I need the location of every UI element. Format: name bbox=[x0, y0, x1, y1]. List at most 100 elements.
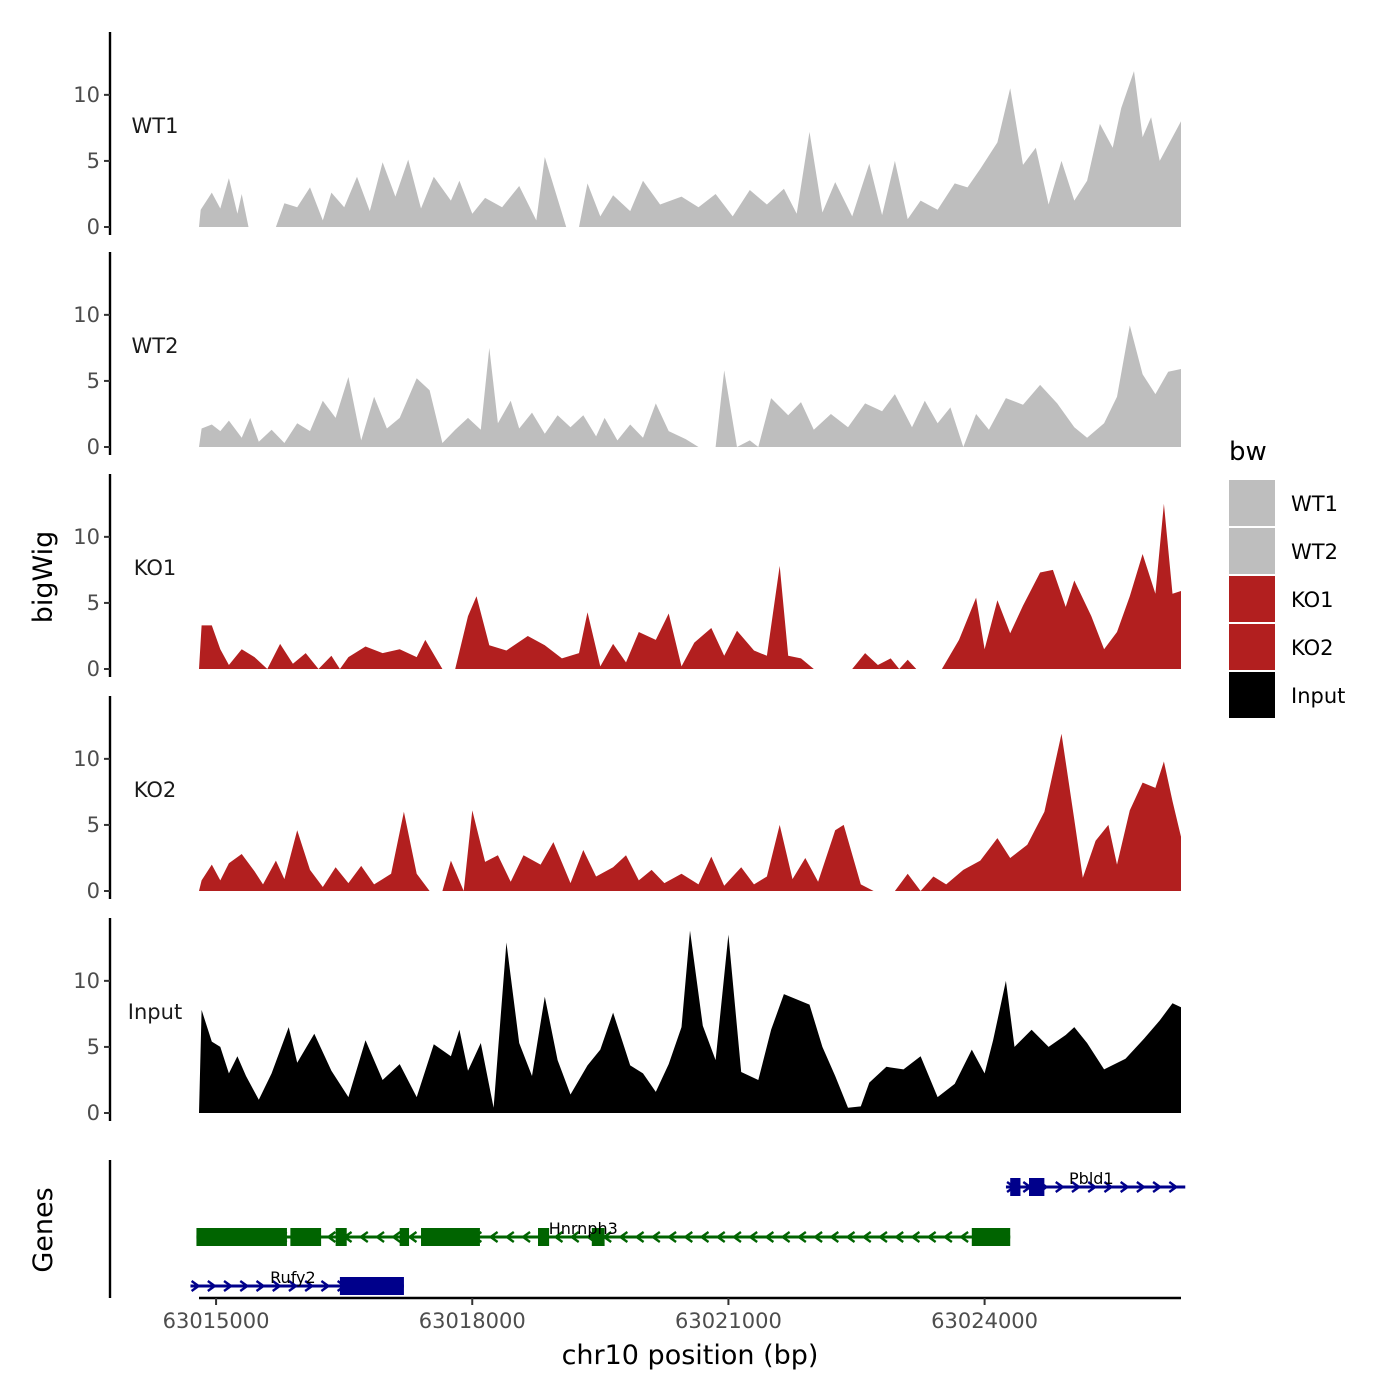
strand-arrow bbox=[1119, 1181, 1130, 1193]
legend-label: WT2 bbox=[1291, 540, 1338, 564]
gene-label: Pbld1 bbox=[1069, 1169, 1114, 1188]
legend-label: Input bbox=[1291, 684, 1345, 708]
legend-label: KO1 bbox=[1291, 588, 1334, 612]
exon bbox=[538, 1228, 550, 1246]
strand-arrow bbox=[569, 1231, 580, 1243]
track-label: KO1 bbox=[134, 556, 177, 580]
strand-arrow bbox=[634, 1231, 645, 1243]
strand-arrow bbox=[796, 1231, 807, 1243]
strand-arrow bbox=[304, 1280, 315, 1292]
y-tick-label: 10 bbox=[73, 969, 100, 993]
strand-arrow bbox=[1055, 1181, 1065, 1193]
strand-arrow bbox=[959, 1231, 969, 1243]
strand-arrow bbox=[1152, 1181, 1163, 1193]
strand-arrow bbox=[288, 1280, 298, 1292]
strand-arrow bbox=[320, 1280, 331, 1292]
y-tick-label: 0 bbox=[87, 435, 100, 459]
track-ko1: 0 5 10 KO1 bbox=[73, 474, 1181, 681]
track-label: WT1 bbox=[132, 114, 179, 138]
gene-label: Hnrnph3 bbox=[549, 1219, 618, 1238]
exon bbox=[421, 1228, 480, 1246]
track-input: 0 5 10 Input bbox=[73, 918, 1181, 1125]
exon bbox=[196, 1228, 287, 1246]
legend: bw WT1 WT2 KO1 KO2 Input bbox=[1229, 437, 1345, 718]
track-wt1: 0 5 10 WT1 bbox=[73, 32, 1181, 239]
strand-arrow bbox=[239, 1280, 250, 1292]
strand-arrow bbox=[358, 1231, 369, 1243]
exon bbox=[290, 1228, 322, 1246]
y-tick-label: 5 bbox=[87, 1035, 100, 1059]
legend-label: KO2 bbox=[1291, 636, 1334, 660]
gene-rufy2: Rufy2 bbox=[190, 1268, 404, 1295]
strand-arrow bbox=[926, 1231, 937, 1243]
exon bbox=[1029, 1178, 1045, 1196]
y-tick-label: 0 bbox=[87, 1101, 100, 1125]
legend-key-input bbox=[1229, 672, 1275, 718]
gene-hnrnph3: Hnrnph3 bbox=[196, 1219, 1011, 1246]
strand-arrow bbox=[618, 1231, 629, 1243]
tracks-layer: 0 5 10 WT1 0 5 10 WT2 0 5 10 KO1 0 5 10 KO2 0 5 10 Input bbox=[73, 32, 1181, 1125]
strand-arrow bbox=[1087, 1181, 1098, 1193]
strand-arrow bbox=[894, 1231, 904, 1243]
exon bbox=[971, 1228, 1011, 1246]
strand-arrow bbox=[407, 1231, 418, 1243]
x-axis: 63015000 63018000 63021000 63024000 bbox=[163, 1296, 1181, 1333]
legend-label: WT1 bbox=[1291, 492, 1338, 516]
legend-key-ko1 bbox=[1229, 576, 1275, 622]
x-axis-title: chr10 position (bp) bbox=[562, 1340, 819, 1371]
strand-arrow bbox=[699, 1231, 710, 1243]
exon bbox=[1010, 1178, 1021, 1196]
strand-arrow bbox=[553, 1231, 564, 1243]
strand-arrow bbox=[272, 1280, 282, 1292]
strand-arrow bbox=[780, 1231, 791, 1243]
strand-arrow bbox=[910, 1231, 921, 1243]
track-label: Input bbox=[128, 1000, 182, 1024]
track-label: WT2 bbox=[132, 334, 179, 358]
strand-arrow bbox=[877, 1231, 888, 1243]
strand-arrow bbox=[190, 1280, 201, 1292]
legend-key-wt1 bbox=[1229, 480, 1275, 526]
strand-arrow bbox=[326, 1231, 337, 1243]
y-tick-label: 5 bbox=[87, 369, 100, 393]
legend-key-ko2 bbox=[1229, 624, 1275, 670]
strand-arrow bbox=[1168, 1181, 1179, 1193]
y-tick-label: 10 bbox=[73, 747, 100, 771]
x-tick-label: 63015000 bbox=[163, 1309, 270, 1333]
track-area-wt1 bbox=[199, 71, 1181, 227]
track-label: KO2 bbox=[134, 778, 177, 802]
strand-arrow bbox=[845, 1231, 856, 1243]
strand-arrow bbox=[861, 1231, 872, 1243]
track-area-wt2 bbox=[199, 325, 1181, 447]
exon bbox=[335, 1228, 347, 1246]
y-tick-label: 10 bbox=[73, 525, 100, 549]
strand-arrow bbox=[374, 1231, 385, 1243]
strand-arrow bbox=[715, 1231, 726, 1243]
y-tick-label: 0 bbox=[87, 879, 100, 903]
x-tick-label: 63018000 bbox=[419, 1309, 526, 1333]
strand-arrow bbox=[829, 1231, 840, 1243]
track-area-ko1 bbox=[199, 503, 1181, 669]
strand-arrow bbox=[748, 1231, 758, 1243]
y-tick-label: 5 bbox=[87, 149, 100, 173]
legend-title: bw bbox=[1229, 437, 1267, 467]
strand-arrow bbox=[391, 1231, 401, 1243]
legend-key-wt2 bbox=[1229, 528, 1275, 574]
strand-arrow bbox=[942, 1231, 953, 1243]
y-tick-label: 5 bbox=[87, 813, 100, 837]
track-area-ko2 bbox=[199, 733, 1181, 891]
strand-arrow bbox=[1103, 1181, 1114, 1193]
gene-label: Rufy2 bbox=[270, 1268, 316, 1287]
genes-layer: Pbld1 Hnrnph3 Rufy2 bbox=[108, 1160, 1186, 1298]
strand-arrow bbox=[223, 1280, 234, 1292]
exon bbox=[339, 1277, 404, 1295]
track-wt2: 0 5 10 WT2 bbox=[73, 252, 1181, 459]
strand-arrow bbox=[1136, 1181, 1146, 1193]
strand-arrow bbox=[488, 1231, 499, 1243]
x-tick-label: 63024000 bbox=[931, 1309, 1038, 1333]
track-area-input bbox=[199, 930, 1181, 1113]
strand-arrow bbox=[683, 1231, 693, 1243]
strand-arrow bbox=[813, 1231, 823, 1243]
strand-arrow bbox=[1071, 1181, 1082, 1193]
track-ko2: 0 5 10 KO2 bbox=[73, 696, 1181, 903]
